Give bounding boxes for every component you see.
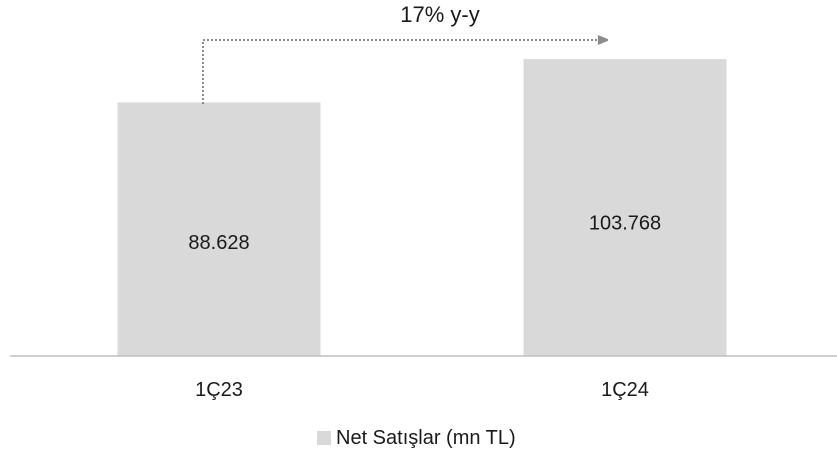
data-label-1: 88.628 <box>188 232 249 254</box>
bar-2 <box>523 59 727 356</box>
labels-layer: 88.628 1Ç23 103.768 1Ç24 <box>188 212 661 401</box>
legend: Net Satışlar (mn TL) <box>317 427 516 449</box>
data-label-2: 103.768 <box>589 212 661 234</box>
growth-arrow <box>202 40 604 104</box>
bars-layer <box>117 59 727 356</box>
x-tick-label-1: 1Ç23 <box>195 379 243 401</box>
bar-1 <box>117 102 321 356</box>
x-tick-label-2: 1Ç24 <box>601 379 649 401</box>
legend-label: Net Satışlar (mn TL) <box>336 427 516 449</box>
legend-swatch <box>317 431 331 445</box>
growth-annotation: 17% y-y <box>400 2 479 27</box>
